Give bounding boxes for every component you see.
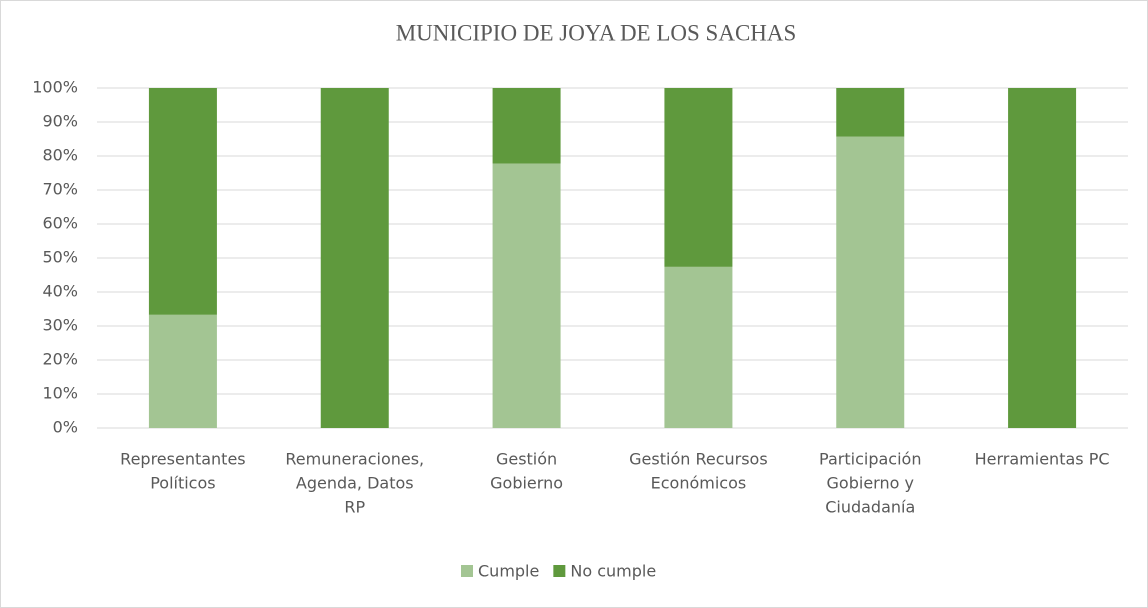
x-tick-label: Herramientas PC: [975, 450, 1110, 469]
bar-segment: [1008, 88, 1077, 428]
y-tick-label: 100%: [32, 78, 78, 97]
y-tick-label: 40%: [42, 282, 78, 301]
x-tick-label: Agenda, Datos: [296, 474, 414, 493]
y-tick-label: 60%: [42, 214, 78, 233]
y-tick-label: 30%: [42, 316, 78, 335]
x-tick-label: Gestión: [496, 450, 557, 469]
y-tick-label: 80%: [42, 146, 78, 165]
x-tick-label: Políticos: [150, 474, 215, 493]
y-tick-label: 10%: [42, 384, 78, 403]
bar-segment: [148, 88, 217, 315]
y-tick-label: 70%: [42, 180, 78, 199]
x-tick-label: RP: [344, 498, 365, 517]
bar-segment: [320, 88, 389, 428]
bar-segment: [836, 136, 905, 428]
x-tick-label: Ciudadanía: [825, 498, 915, 517]
legend-swatch: [553, 565, 566, 577]
bar-segment: [492, 88, 561, 164]
bar-segment: [664, 266, 733, 428]
x-tick-label: Gobierno: [490, 474, 563, 493]
x-tick-label: Económicos: [651, 474, 747, 493]
y-tick-label: 20%: [42, 350, 78, 369]
bar-segment: [492, 163, 561, 429]
legend-label: No cumple: [570, 562, 656, 581]
y-tick-label: 0%: [53, 418, 78, 437]
bar-segment: [148, 314, 217, 428]
bar-segment: [664, 88, 733, 267]
y-tick-label: 90%: [42, 112, 78, 131]
x-tick-label: Gestión Recursos: [629, 450, 768, 469]
legend-swatch: [461, 565, 473, 577]
x-tick-label: Representantes: [120, 450, 245, 469]
x-tick-label: Remuneraciones,: [285, 450, 424, 469]
chart-title: MUNICIPIO DE JOYA DE LOS SACHAS: [396, 20, 797, 45]
x-tick-label: Participación: [819, 450, 921, 469]
bar-segment: [836, 88, 905, 137]
y-tick-label: 50%: [42, 248, 78, 267]
legend-label: Cumple: [478, 562, 539, 581]
x-tick-label: Gobierno y: [827, 474, 914, 493]
